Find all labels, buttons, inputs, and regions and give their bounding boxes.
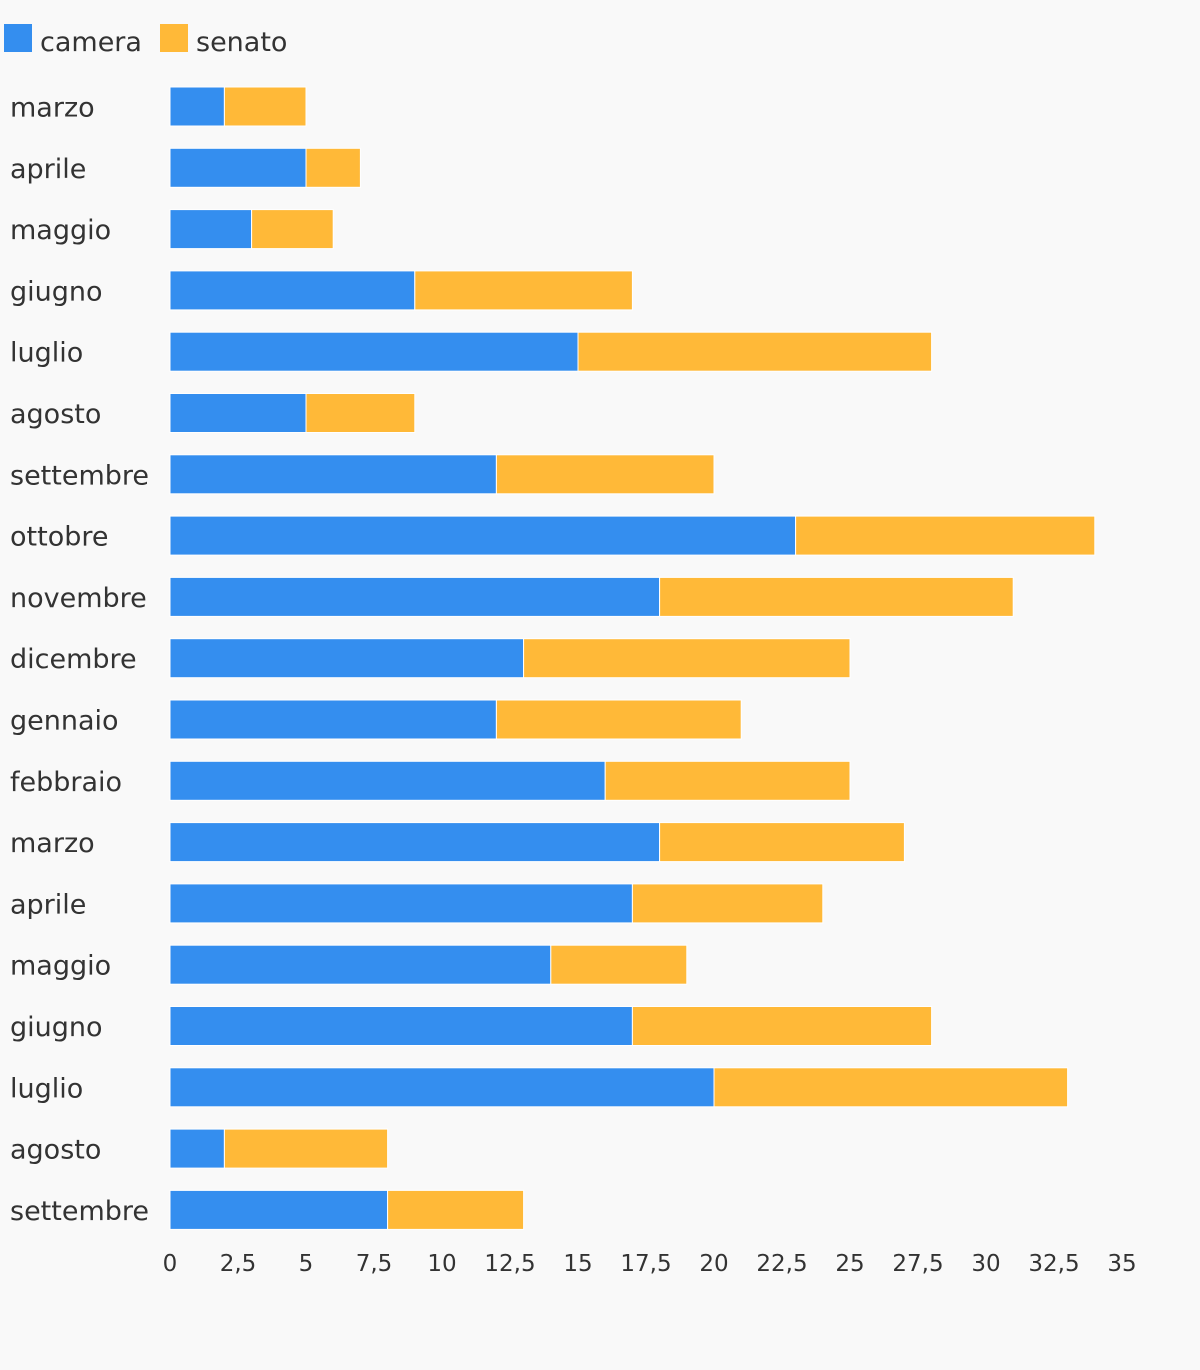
bar-camera[interactable] [169,86,225,127]
bar-camera[interactable] [169,515,797,556]
bar-camera[interactable] [169,883,633,924]
category-label: maggio [10,215,111,246]
bar-senato[interactable] [305,147,361,188]
category-label: giugno [10,1012,103,1043]
bar-senato[interactable] [495,454,715,495]
x-tick-label: 10 [427,1251,456,1277]
category-label: giugno [10,276,103,307]
x-tick-label: 20 [699,1251,728,1277]
bar-senato[interactable] [713,1067,1069,1108]
bar-camera[interactable] [169,822,661,863]
x-tick-label: 5 [299,1251,314,1277]
bar-senato[interactable] [795,515,1096,556]
category-label: aprile [10,154,86,185]
bar-senato[interactable] [659,822,905,863]
x-tick-label: 0 [163,1251,178,1277]
category-label: ottobre [10,522,108,553]
legend-swatch-camera[interactable] [4,24,32,52]
bar-camera[interactable] [169,209,253,250]
x-tick-label: 27,5 [892,1251,943,1277]
bar-senato[interactable] [604,760,851,801]
bar-senato[interactable] [631,883,824,924]
category-label: aprile [10,889,86,920]
bar-senato[interactable] [414,270,633,311]
bar-camera[interactable] [169,1128,225,1169]
bar-senato[interactable] [223,1128,389,1169]
bar-camera[interactable] [169,760,606,801]
bar-senato[interactable] [523,638,851,679]
x-tick-label: 32,5 [1028,1251,1079,1277]
bar-camera[interactable] [169,1189,389,1230]
category-label: maggio [10,951,111,982]
bar-camera[interactable] [169,393,307,433]
category-label: settembre [10,460,149,491]
x-tick-label: 30 [971,1251,1000,1277]
bar-camera[interactable] [169,638,525,679]
bar-senato[interactable] [305,393,416,433]
category-label: febbraio [10,767,122,798]
x-tick-label: 17,5 [620,1251,671,1277]
bar-camera[interactable] [169,1067,715,1108]
x-tick-label: 2,5 [220,1251,257,1277]
bar-camera[interactable] [169,944,552,985]
x-tick-label: 25 [835,1251,864,1277]
x-tick-label: 35 [1107,1251,1136,1277]
category-label: marzo [10,93,95,124]
legend-label-senato[interactable]: senato [196,27,287,58]
category-label: luglio [10,338,83,369]
bar-camera[interactable] [169,331,579,372]
bar-senato[interactable] [550,944,688,985]
category-label: agosto [10,1135,101,1166]
x-tick-label: 22,5 [756,1251,807,1277]
category-label: marzo [10,828,95,859]
category-label: settembre [10,1196,149,1227]
bar-senato[interactable] [495,699,742,740]
bar-senato[interactable] [631,1006,933,1046]
x-tick-label: 12,5 [484,1251,535,1277]
legend-label-camera[interactable]: camera [40,27,142,58]
bar-camera[interactable] [169,1006,633,1046]
category-label: gennaio [10,706,119,737]
bar-senato[interactable] [223,86,307,127]
bar-camera[interactable] [169,454,497,495]
bar-camera[interactable] [169,147,307,188]
bar-senato[interactable] [387,1189,525,1230]
x-tick-label: 7,5 [356,1251,393,1277]
category-label: dicembre [10,644,137,675]
legend-swatch-senato[interactable] [160,24,188,52]
bar-camera[interactable] [169,576,661,617]
bar-camera[interactable] [169,270,416,311]
bar-camera[interactable] [169,699,497,740]
category-label: novembre [10,583,147,614]
category-label: agosto [10,399,101,430]
bar-senato[interactable] [251,209,334,250]
bar-senato[interactable] [659,576,1014,617]
category-label: luglio [10,1073,83,1104]
bar-senato[interactable] [577,331,933,372]
x-tick-label: 15 [563,1251,592,1277]
